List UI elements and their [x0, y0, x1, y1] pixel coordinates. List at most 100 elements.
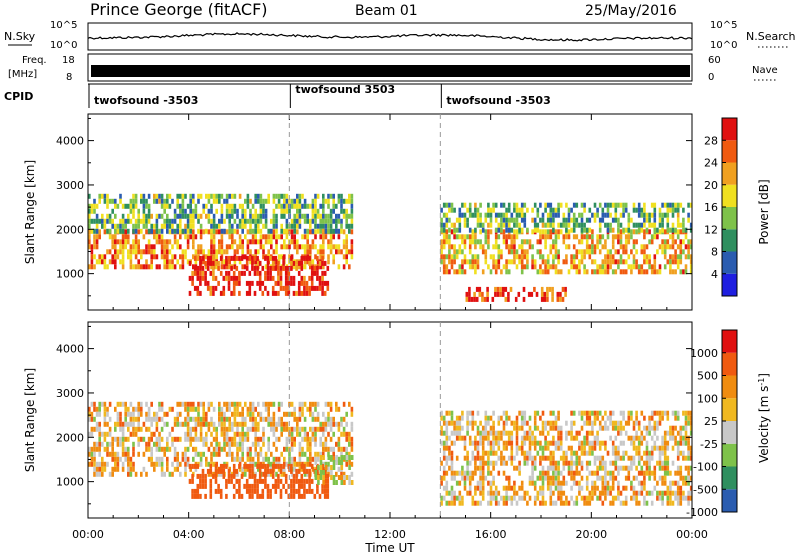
- radar-cell: [653, 410, 657, 416]
- radar-cell: [617, 485, 620, 491]
- radar-cell: [604, 485, 607, 491]
- radar-cell: [300, 290, 304, 296]
- radar-cell: [565, 420, 568, 426]
- radar-cell: [541, 425, 545, 431]
- radar-cell: [499, 291, 502, 297]
- radar-cell: [171, 254, 174, 260]
- radar-cell: [643, 475, 646, 481]
- radar-cell: [88, 218, 91, 224]
- radar-cell: [179, 208, 182, 214]
- radar-cell: [212, 285, 215, 291]
- radar-cell: [271, 255, 275, 261]
- radar-cell: [476, 239, 480, 245]
- radar-cell: [254, 451, 257, 457]
- radar-cell: [233, 406, 237, 412]
- radar-cell: [264, 416, 268, 422]
- radar-cell: [518, 259, 521, 265]
- radar-cell: [481, 450, 485, 456]
- radar-cell: [643, 425, 646, 431]
- radar-cell: [173, 228, 177, 234]
- radar-cell: [445, 254, 449, 260]
- radar-cell: [266, 488, 270, 494]
- radar-cell: [461, 500, 464, 506]
- radar-cell: [674, 425, 677, 431]
- radar-cell: [238, 244, 242, 250]
- radar-cell: [445, 217, 449, 223]
- radar-cell: [676, 259, 680, 265]
- radar-cell: [223, 426, 226, 432]
- radar-cell: [301, 234, 304, 240]
- radar-cell: [111, 254, 114, 260]
- radar-cell: [280, 244, 283, 250]
- radar-cell: [554, 212, 558, 218]
- radar-cell: [468, 212, 472, 218]
- radar-cell: [303, 401, 307, 407]
- radar-cell: [643, 415, 646, 421]
- radar-cell: [129, 203, 133, 209]
- radar-cell: [253, 483, 257, 489]
- radar-cell: [93, 239, 96, 245]
- radar-cell: [630, 229, 633, 235]
- radar-cell: [150, 401, 153, 407]
- radar-cell: [515, 440, 519, 446]
- radar-cell: [108, 198, 112, 204]
- radar-cell: [627, 410, 631, 416]
- radar-cell: [233, 431, 237, 437]
- radar-cell: [267, 239, 270, 245]
- radar-cell: [489, 425, 493, 431]
- radar-cell: [199, 193, 203, 199]
- radar-cell: [689, 445, 693, 451]
- radar-cell: [562, 500, 566, 506]
- radar-cell: [121, 441, 125, 447]
- radar-cell: [500, 430, 503, 436]
- radar-cell: [617, 445, 620, 451]
- radar-cell: [689, 259, 693, 265]
- radar-cell: [212, 260, 215, 266]
- radar-cell: [254, 228, 257, 234]
- radar-cell: [306, 213, 309, 219]
- radar-cell: [580, 425, 584, 431]
- radar-cell: [316, 255, 319, 261]
- radar-cell: [643, 249, 646, 255]
- radar-cell: [129, 218, 133, 224]
- radar-cell: [528, 440, 532, 446]
- radar-cell: [539, 234, 542, 240]
- radar-cell: [583, 249, 586, 255]
- radar-cell: [619, 212, 623, 218]
- radar-cell: [591, 212, 594, 218]
- radar-cell: [554, 485, 558, 491]
- radar-cell: [316, 228, 320, 234]
- radar-cell: [494, 259, 498, 265]
- radar-cell: [635, 415, 638, 421]
- radar-cell: [256, 463, 259, 469]
- radar-cell: [450, 244, 454, 250]
- radar-cell: [202, 203, 205, 209]
- radar-cell: [474, 460, 477, 466]
- radar-cell: [507, 455, 511, 461]
- radar-cell: [197, 213, 200, 219]
- radar-cell: [137, 259, 140, 265]
- radar-cell: [645, 465, 649, 471]
- radar-cell: [140, 228, 143, 234]
- radar-cell: [189, 426, 192, 432]
- radar-cell: [158, 416, 161, 422]
- radar-cell: [155, 213, 159, 219]
- radar-cell: [539, 229, 542, 235]
- radar-cell: [489, 500, 493, 506]
- radar-cell: [528, 455, 532, 461]
- radar-cell: [142, 466, 146, 472]
- radar-cell: [184, 466, 187, 472]
- radar-cell: [342, 264, 346, 270]
- radar-cell: [231, 213, 234, 219]
- radar-cell: [197, 249, 200, 255]
- radar-cell: [232, 483, 236, 489]
- radar-cell: [617, 490, 620, 496]
- radar-cell: [611, 254, 615, 260]
- radar-cell: [259, 244, 263, 250]
- radar-cell: [145, 223, 148, 229]
- radar-cell: [337, 475, 341, 480]
- radar-cell: [523, 239, 527, 245]
- radar-cell: [617, 465, 620, 471]
- radar-cell: [611, 425, 615, 431]
